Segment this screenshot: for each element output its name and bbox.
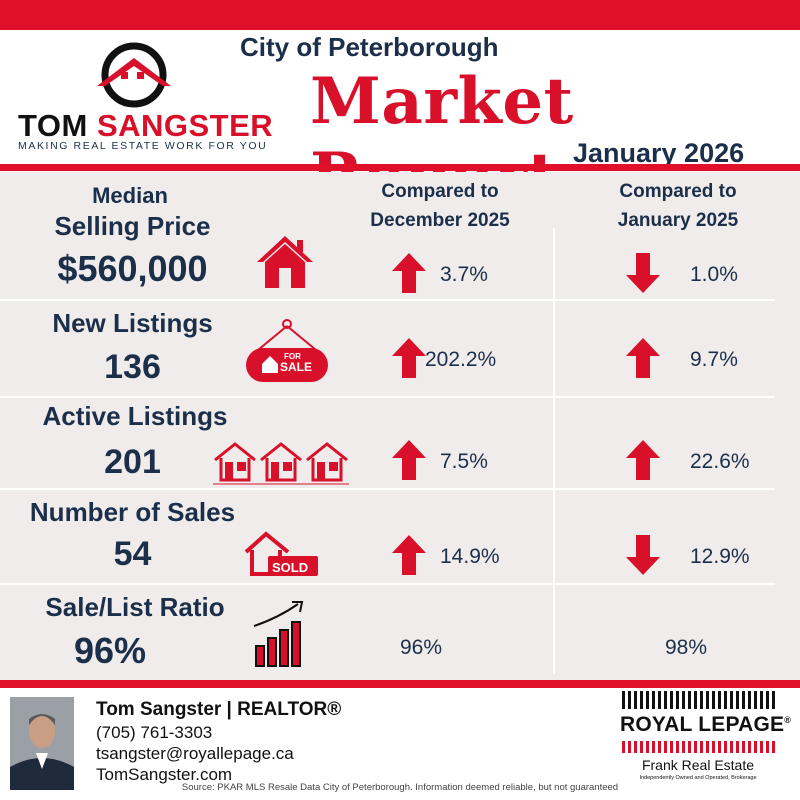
row-divider — [0, 299, 775, 301]
arrow-down-icon — [626, 253, 660, 293]
change-vs-previous-year: 98% — [665, 636, 708, 659]
brand-last-name: SANGSTER — [96, 108, 274, 143]
arrow-up-icon — [626, 338, 660, 378]
brand-first-name: TOM — [18, 108, 88, 143]
sign-text-for: FOR — [284, 352, 301, 361]
metric-value: 54 — [113, 535, 152, 573]
change-vs-previous-month: 14.9% — [440, 545, 500, 568]
row-divider — [0, 583, 775, 585]
column-header-line: Compared to — [619, 181, 737, 202]
arrow-up-icon — [392, 440, 426, 480]
metric-label-line: Number of Sales — [29, 497, 236, 527]
for-sale-sign-icon — [246, 319, 328, 382]
change-vs-previous-year: 9.7% — [690, 348, 738, 371]
arrow-up-icon — [392, 338, 426, 378]
arrow-down-icon — [626, 535, 660, 575]
header-divider — [0, 164, 800, 171]
metric-value: 136 — [104, 348, 161, 386]
column-header-previous-year: Compared to January 2025 — [578, 177, 778, 235]
sign-text-sale: SALE — [280, 360, 313, 374]
metrics-panel — [0, 172, 800, 680]
metric-value: 96% — [73, 630, 147, 671]
column-header-previous-month: Compared to December 2025 — [340, 177, 540, 235]
house-icon — [257, 236, 313, 288]
change-vs-previous-month: 202.2% — [425, 348, 497, 371]
royal-lepage-wordmark: ROYAL LEPAGE® — [620, 713, 791, 737]
agent-website[interactable]: TomSangster.com — [96, 765, 233, 784]
source-note: Source: PKAR MLS Resale Data City of Pet… — [181, 782, 619, 793]
agent-name: Tom Sangster | REALTOR® — [96, 699, 342, 720]
change-vs-previous-year: 1.0% — [690, 263, 738, 286]
agent-photo — [10, 697, 74, 790]
metric-label-line: New Listings — [52, 308, 213, 338]
brokerage-office: Frank Real Estate — [641, 757, 755, 773]
arrow-up-icon — [626, 440, 660, 480]
change-vs-previous-year: 12.9% — [690, 545, 750, 568]
agent-portrait-icon — [10, 697, 74, 790]
change-vs-previous-year: 22.6% — [690, 450, 750, 473]
arrow-up-icon — [392, 253, 426, 293]
footer-divider — [0, 680, 800, 688]
header — [0, 30, 800, 162]
brand-tagline: MAKING REAL ESTATE WORK FOR YOU — [18, 140, 268, 152]
change-vs-previous-month: 3.7% — [440, 263, 488, 286]
agent-email[interactable]: tsangster@royallepage.ca — [96, 744, 294, 763]
metric-value: 201 — [104, 443, 161, 481]
metric-label-line: Sale/List Ratio — [45, 592, 225, 622]
city-title: City of Peterborough — [240, 32, 499, 62]
row-divider — [0, 396, 775, 398]
royal-lepage-logo-icon: /* no-op */ — [622, 691, 775, 753]
column-header-line: Compared to — [381, 181, 499, 202]
royal-lepage-brand: ROYAL LEPAGE — [620, 713, 785, 736]
registered-mark: ® — [784, 715, 792, 725]
bar-growth-icon — [253, 601, 304, 667]
metric-label-line: Active Listings — [42, 401, 228, 431]
sold-house-icon — [244, 531, 318, 576]
top-accent-bar — [0, 0, 800, 30]
column-divider — [553, 228, 555, 674]
agent-phone[interactable]: (705) 761-3303 — [96, 723, 213, 742]
row-divider — [0, 488, 775, 490]
metric-label-line: Selling Price — [54, 211, 211, 241]
three-houses-icon — [213, 442, 349, 485]
report-date: January 2026 — [573, 138, 745, 168]
change-vs-previous-month: 96% — [400, 636, 443, 659]
brokerage-office-subtitle: Independently Owned and Operated, Broker… — [639, 775, 757, 781]
brand-logo-icon — [97, 42, 171, 108]
column-header-line: January 2025 — [617, 210, 739, 231]
column-header-line: December 2025 — [370, 210, 510, 231]
arrow-up-icon — [392, 535, 426, 575]
metric-label-line: Median — [92, 183, 168, 208]
change-vs-previous-month: 7.5% — [440, 450, 488, 473]
brand-name: TOM SANGSTER — [18, 108, 273, 144]
sold-sign-text: SOLD — [272, 560, 309, 575]
metric-value: $560,000 — [57, 248, 208, 289]
